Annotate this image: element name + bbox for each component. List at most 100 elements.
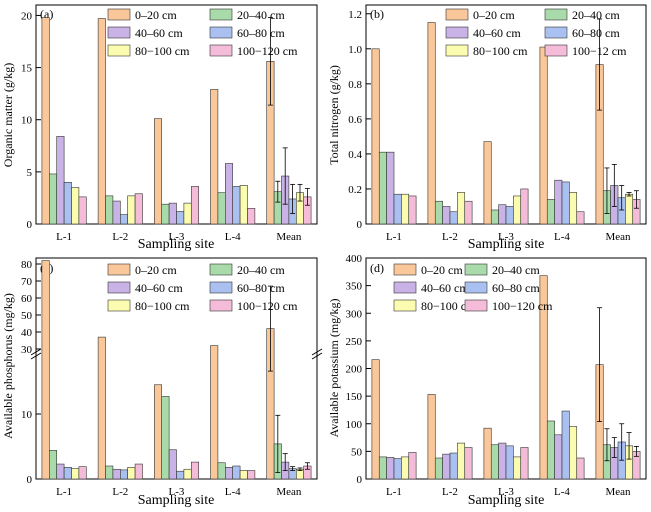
y-tick-label: 200 [346,364,363,376]
x-tick-label: L-1 [386,486,402,498]
bar [120,214,128,225]
bar [427,22,436,225]
legend-item: 20–40 cm [464,263,540,277]
bar [401,456,410,480]
legend-item: 100−12 cm [544,44,627,58]
panel-label: (b) [370,7,384,21]
y-tick-label: 40 [21,327,33,339]
legend: 0–20 cm 20–40 cm 40–60 cm 60–80 cm 80−100 cm… [107,263,298,313]
bar [176,470,185,480]
bar [176,211,185,225]
bar [190,186,199,225]
legend-label: 40–60 cm [421,281,469,295]
x-axis-label: Sampling site [138,493,215,508]
legend-label: 60–80 cm [572,26,620,40]
legend-swatch [107,263,131,276]
x-axis-label: Sampling site [138,237,215,252]
bar [134,463,143,480]
legend-swatch [107,8,131,21]
legend-label: 100−12 cm [572,44,627,58]
legend: 0–20 cm 20–40 cm 40–60 cm 60–80 cm 80−100 cm… [393,263,553,313]
legend-item: 80−100 cm [445,44,528,58]
bar [225,466,234,480]
y-tick-label: 350 [346,281,363,293]
x-tick-label: Mean [605,486,631,498]
legend-label: 0–20 cm [135,263,177,277]
y-axis-label: Total nitrogen (g/kg) [327,65,341,165]
y-tick-label: 15 [21,63,33,75]
legend-item: 40–60 cm [107,281,183,295]
bar [442,453,451,480]
bar [154,384,163,480]
legend-swatch [107,299,131,312]
legend: 0–20 cm 20–40 cm 40–60 cm 60–80 cm 80−100 cm… [445,8,627,58]
bar [457,192,466,225]
bar [161,396,170,480]
y-tick-label: 10 [21,409,33,421]
y-tick-label: 150 [346,391,363,403]
bar [71,187,80,225]
bar [105,465,114,480]
legend-swatch [544,26,568,39]
bar [505,445,514,480]
bar [498,204,507,225]
legend-swatch [544,8,568,21]
legend-swatch [393,299,417,312]
bar [393,458,402,480]
legend-item: 60–80 cm [544,26,620,40]
legend-swatch [209,281,233,294]
bar [625,193,634,225]
y-tick-label: 0 [357,219,363,231]
legend-label: 20–40 cm [237,8,285,22]
x-tick-label: Mean [276,231,302,243]
y-tick-label: 0.6 [348,114,362,126]
x-tick-label: Mean [605,231,631,243]
bar [210,89,219,225]
bar [464,447,473,480]
legend-label: 20–40 cm [572,8,620,22]
bar [401,193,410,225]
legend-swatch [464,263,488,276]
y-tick-label: 20 [21,10,33,22]
bar [239,470,248,480]
x-tick-label: L-4 [225,486,241,498]
bar [442,206,451,225]
axis-break-mark [30,352,42,360]
bar [154,118,163,225]
legend-label: 60–80 cm [492,281,540,295]
legend-item: 0–20 cm [107,263,177,277]
bar [539,46,548,225]
bar [78,196,87,225]
panel-c: (c) Available phosphorus (mg/kg) Samplin… [1,257,323,508]
legend-swatch [209,26,233,39]
bar [498,442,507,480]
y-tick-label: 70 [21,276,33,288]
bar [232,465,241,480]
bar [554,434,563,480]
legend-label: 80−100 cm [473,44,528,58]
y-tick-label: 80 [21,259,33,271]
bar [56,463,65,480]
y-tick-label: 10 [21,115,33,127]
bar [210,345,219,480]
y-tick-label: 400 [346,253,363,265]
y-tick-label: 100 [346,419,363,431]
legend-item: 0–20 cm [393,263,463,277]
legend-label: 40–60 cm [135,26,183,40]
x-tick-label: L-4 [554,486,570,498]
legend: 0–20 cm 20–40 cm 40–60 cm 60–80 cm 80−100 cm… [107,8,298,58]
bar [378,151,387,225]
bar [408,195,417,225]
bar [449,211,458,225]
x-tick-label: L-1 [56,231,72,243]
bar [457,442,466,480]
bar [386,457,395,480]
x-tick-label: L-3 [498,486,514,498]
legend-label: 100−120 cm [492,299,553,313]
legend-item: 40–60 cm [107,26,183,40]
bar [408,452,417,480]
bar [464,200,473,225]
legend-item: 80−100 cm [107,44,190,58]
bar [71,468,80,480]
